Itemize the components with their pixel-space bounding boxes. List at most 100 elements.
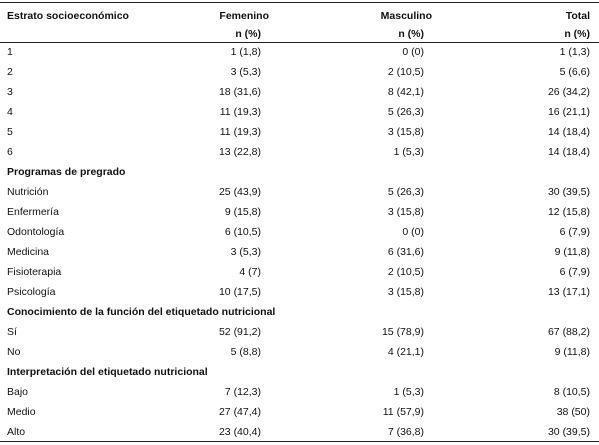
cell-masculino: 3 (15,8) xyxy=(387,126,424,138)
cell-masculino: 6 (31,6) xyxy=(387,246,424,258)
cell-total: 14 (18,4) xyxy=(547,126,590,138)
table-row: 5 11 (19,3) 3 (15,8) 14 (18,4) xyxy=(0,122,599,142)
bottom-rule xyxy=(0,441,599,442)
table-row: 6 13 (22,8) 1 (5,3) 14 (18,4) xyxy=(0,142,599,162)
cell-total: 12 (15,8) xyxy=(547,206,590,218)
cell-masculino: 8 (42,1) xyxy=(387,86,424,98)
row-label: Bajo xyxy=(7,386,29,398)
cell-total: 5 (6,6) xyxy=(559,66,590,78)
cell-total: 9 (11,8) xyxy=(554,346,590,358)
table-row: Sí 52 (91,2) 15 (78,9) 67 (88,2) xyxy=(0,322,599,342)
table-row: Odontología 6 (10,5) 0 (0) 6 (7,9) xyxy=(0,222,599,242)
cell-total: 30 (39,5) xyxy=(547,186,590,198)
cell-femenino: 13 (22,8) xyxy=(218,146,261,158)
cell-total: 30 (39,5) xyxy=(547,426,590,438)
header-estrato: Estrato socioeconómico xyxy=(7,10,129,22)
header-femenino: Femenino xyxy=(219,10,269,22)
cell-femenino: 1 (1,8) xyxy=(230,46,261,58)
cell-masculino: 15 (78,9) xyxy=(381,326,424,338)
cell-masculino: 2 (10,5) xyxy=(387,266,424,278)
cell-masculino: 1 (5,3) xyxy=(393,146,424,158)
cell-femenino: 3 (5,3) xyxy=(230,66,261,78)
row-label: Odontología xyxy=(7,226,65,238)
row-label: 2 xyxy=(7,66,13,78)
cell-masculino: 5 (26,3) xyxy=(387,106,424,118)
table-header-row: Estrato socioeconómico Femenino Masculin… xyxy=(0,6,599,26)
cell-masculino: 1 (5,3) xyxy=(393,386,424,398)
row-label: No xyxy=(7,346,21,358)
table-row: 1 1 (1,8) 0 (0) 1 (1,3) xyxy=(0,42,599,62)
table-row: Psicología 10 (17,5) 3 (15,8) 13 (17,1) xyxy=(0,282,599,302)
table-row: Bajo 7 (12,3) 1 (5,3) 8 (10,5) xyxy=(0,382,599,402)
cell-total: 67 (88,2) xyxy=(547,326,590,338)
header-rule xyxy=(0,42,599,43)
cell-femenino: 52 (91,2) xyxy=(218,326,261,338)
cell-masculino: 2 (10,5) xyxy=(387,66,424,78)
row-label: Psicología xyxy=(7,286,56,298)
cell-femenino: 5 (8,8) xyxy=(230,346,261,358)
row-label: 3 xyxy=(7,86,13,98)
table-subheader-row: n (%) n (%) n (%) xyxy=(0,24,599,44)
row-label: 1 xyxy=(7,46,13,58)
row-label: Medicina xyxy=(7,246,50,258)
cell-femenino: 6 (10,5) xyxy=(224,226,261,238)
row-label: 6 xyxy=(7,146,13,158)
row-label: 4 xyxy=(7,106,13,118)
row-label: Sí xyxy=(7,326,17,338)
cell-femenino: 27 (47,4) xyxy=(218,406,261,418)
top-rule xyxy=(0,2,599,3)
subheader-masculino: n (%) xyxy=(398,28,424,40)
cell-total: 26 (34,2) xyxy=(547,86,590,98)
cell-femenino: 11 (19,3) xyxy=(219,126,261,138)
cell-femenino: 18 (31,6) xyxy=(218,86,261,98)
row-label: Enfermería xyxy=(7,206,59,218)
subheader-total: n (%) xyxy=(564,28,590,40)
cell-total: 13 (17,1) xyxy=(547,286,590,298)
cell-femenino: 10 (17,5) xyxy=(218,286,261,298)
cell-total: 38 (50) xyxy=(556,406,590,418)
header-masculino: Masculino xyxy=(380,10,432,22)
section-header-row: Programas de pregrado xyxy=(0,162,599,182)
row-label: 5 xyxy=(7,126,13,138)
cell-masculino: 0 (0) xyxy=(402,46,424,58)
cell-total: 16 (21,1) xyxy=(547,106,590,118)
table-row: 3 18 (31,6) 8 (42,1) 26 (34,2) xyxy=(0,82,599,102)
cell-total: 14 (18,4) xyxy=(547,146,590,158)
cell-masculino: 11 (57,9) xyxy=(382,406,424,418)
cell-total: 8 (10,5) xyxy=(553,386,590,398)
cell-masculino: 0 (0) xyxy=(402,226,424,238)
cell-total: 6 (7,9) xyxy=(559,226,590,238)
subheader-femenino: n (%) xyxy=(235,28,261,40)
cell-masculino: 7 (36,8) xyxy=(387,426,424,438)
table-row: Enfermería 9 (15,8) 3 (15,8) 12 (15,8) xyxy=(0,202,599,222)
row-label: Nutrición xyxy=(7,186,49,198)
cell-masculino: 3 (15,8) xyxy=(387,286,424,298)
section-header-row: Conocimiento de la función del etiquetad… xyxy=(0,302,599,322)
cell-masculino: 5 (26,3) xyxy=(387,186,424,198)
row-label: Alto xyxy=(7,426,26,438)
table-row: 4 11 (19,3) 5 (26,3) 16 (21,1) xyxy=(0,102,599,122)
section-label: Programas de pregrado xyxy=(7,166,126,178)
table-row: No 5 (8,8) 4 (21,1) 9 (11,8) xyxy=(0,342,599,362)
table-row: 2 3 (5,3) 2 (10,5) 5 (6,6) xyxy=(0,62,599,82)
cell-total: 1 (1,3) xyxy=(559,46,590,58)
section-header-row: Interpretación del etiquetado nutriciona… xyxy=(0,362,599,382)
cell-femenino: 7 (12,3) xyxy=(224,386,261,398)
table-row: Medicina 3 (5,3) 6 (31,6) 9 (11,8) xyxy=(0,242,599,262)
cell-femenino: 23 (40,4) xyxy=(218,426,261,438)
table-row: Nutrición 25 (43,9) 5 (26,3) 30 (39,5) xyxy=(0,182,599,202)
row-label: Fisioterapia xyxy=(7,266,62,278)
cell-masculino: 4 (21,1) xyxy=(387,346,424,358)
table-row: Fisioterapia 4 (7) 2 (10,5) 6 (7,9) xyxy=(0,262,599,282)
cell-total: 6 (7,9) xyxy=(559,266,590,278)
cell-total: 9 (11,8) xyxy=(554,246,590,258)
cell-masculino: 3 (15,8) xyxy=(387,206,424,218)
section-label: Conocimiento de la función del etiquetad… xyxy=(7,306,276,318)
table-row: Medio 27 (47,4) 11 (57,9) 38 (50) xyxy=(0,402,599,422)
table-row: Alto 23 (40,4) 7 (36,8) 30 (39,5) xyxy=(0,422,599,442)
cell-femenino: 3 (5,3) xyxy=(230,246,261,258)
cell-femenino: 25 (43,9) xyxy=(218,186,261,198)
cell-femenino: 11 (19,3) xyxy=(219,106,261,118)
cell-femenino: 4 (7) xyxy=(239,266,261,278)
header-total: Total xyxy=(565,10,590,22)
